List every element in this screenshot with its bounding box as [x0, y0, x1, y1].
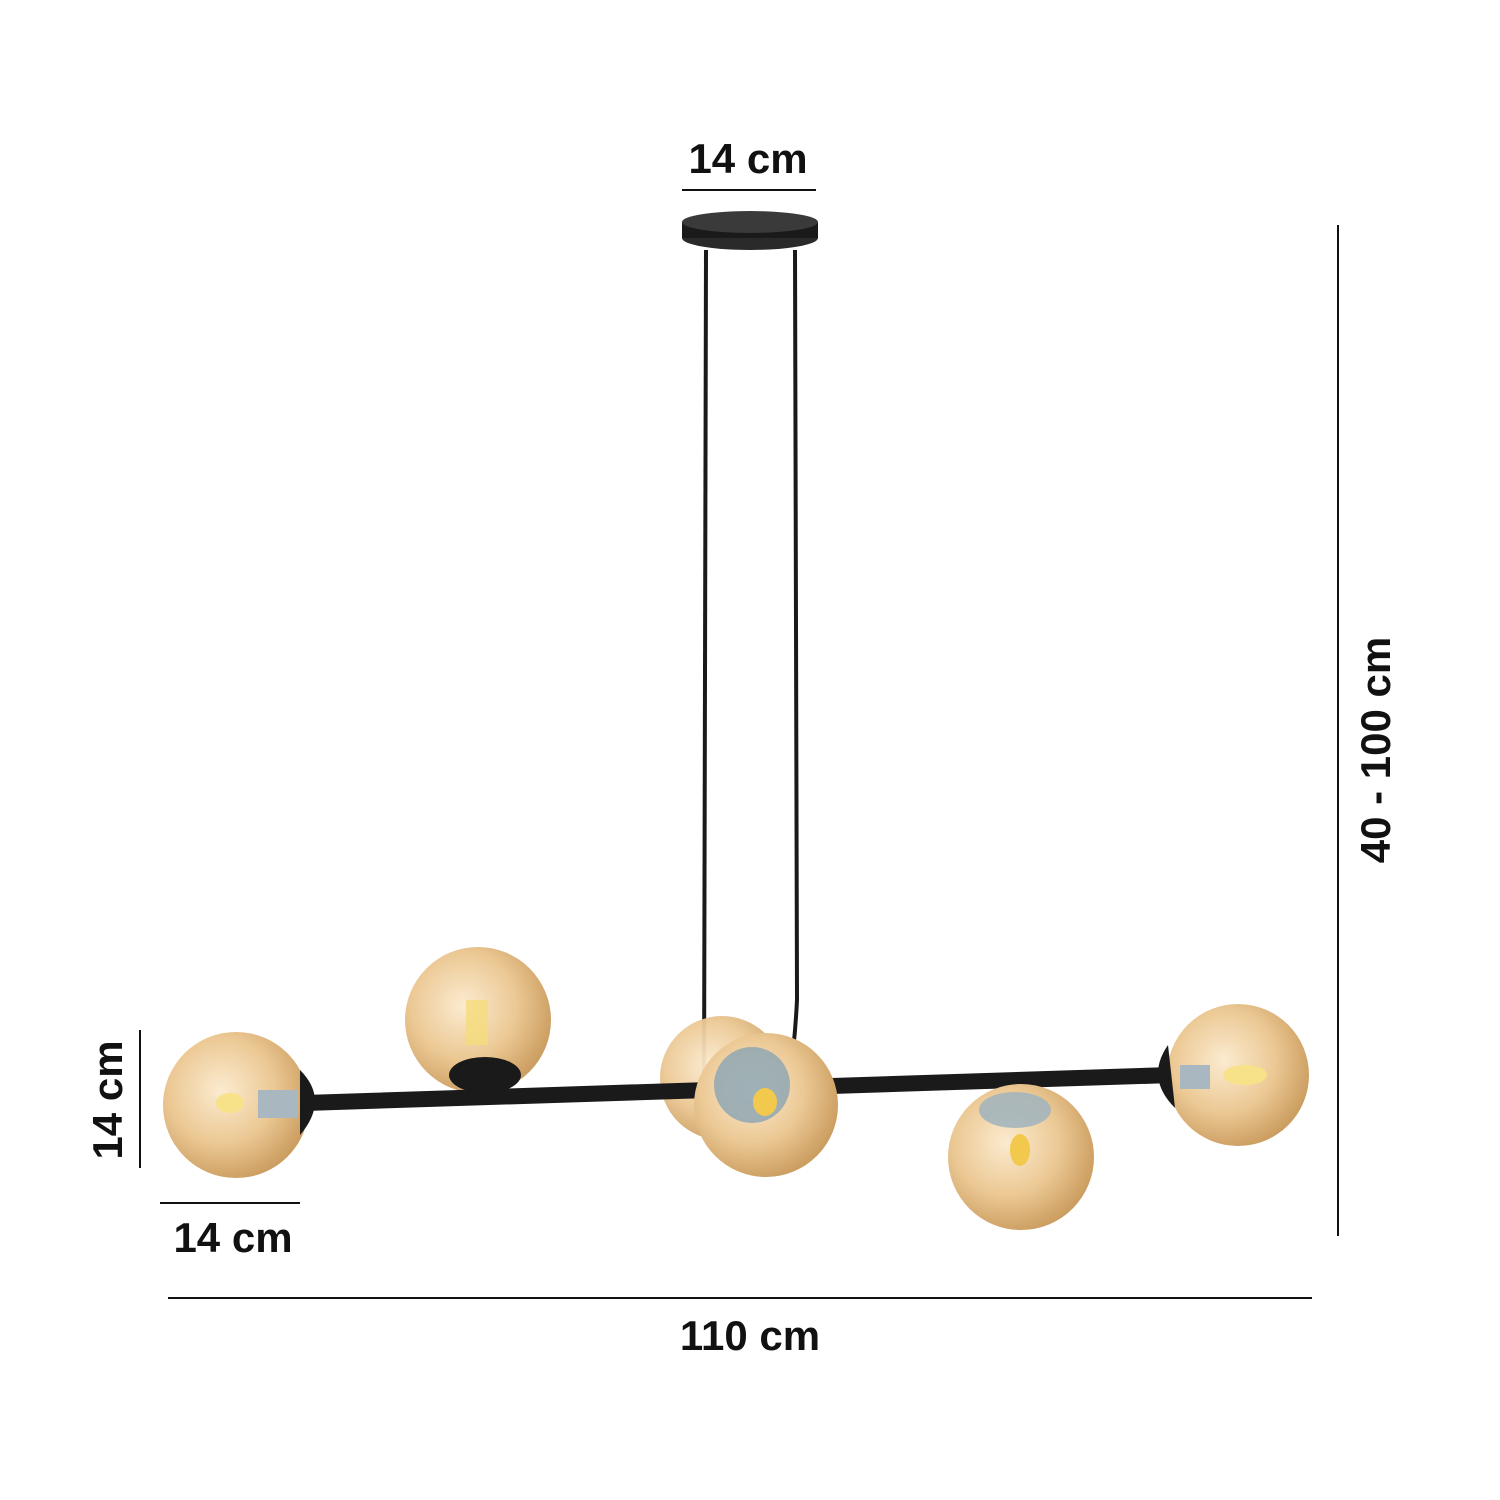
globe-width-label: 14 cm — [173, 1214, 292, 1261]
height-range-label: 40 - 100 cm — [1352, 637, 1399, 864]
globe-left — [163, 1032, 315, 1178]
globe-right — [1158, 1004, 1309, 1146]
globe-upper-left — [405, 947, 551, 1093]
globe-lower-right — [948, 1084, 1094, 1230]
canopy-width-label: 14 cm — [688, 135, 807, 182]
globe-front-center — [694, 1033, 838, 1177]
globe-height-label: 14 cm — [84, 1040, 131, 1159]
total-width-label: 110 cm — [680, 1312, 820, 1359]
ceiling-canopy — [682, 211, 818, 250]
suspension-cable-left — [702, 249, 708, 1096]
suspension-cable-right — [788, 249, 800, 1076]
